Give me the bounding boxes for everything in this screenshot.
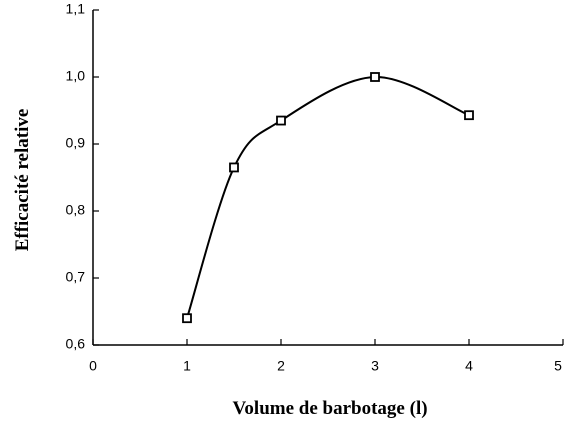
x-axis-label: Volume de barbotage (l) xyxy=(232,398,427,419)
marker xyxy=(182,313,192,324)
x-tick-label: 5 xyxy=(554,358,562,374)
x-tick-label: 1 xyxy=(183,358,191,374)
x-tick-label: 4 xyxy=(465,358,473,374)
marker xyxy=(464,110,474,121)
y-tick-label: 0,7 xyxy=(66,269,86,285)
marker xyxy=(370,72,380,82)
y-tick-label: 0,8 xyxy=(66,202,86,218)
x-tick-label: 0 xyxy=(89,358,97,374)
data-line xyxy=(186,75,470,319)
y-tick-label: 1,1 xyxy=(66,1,86,17)
x-tick-label: 2 xyxy=(277,358,285,374)
x-tick-label: 3 xyxy=(371,358,379,374)
y-axis-label: Efficacité relative xyxy=(12,109,33,252)
y-tick-label: 0,6 xyxy=(66,336,86,352)
marker xyxy=(276,115,286,126)
marker xyxy=(229,162,239,173)
y-tick-label: 1,0 xyxy=(66,68,86,84)
y-tick-label: 0,9 xyxy=(66,135,86,151)
